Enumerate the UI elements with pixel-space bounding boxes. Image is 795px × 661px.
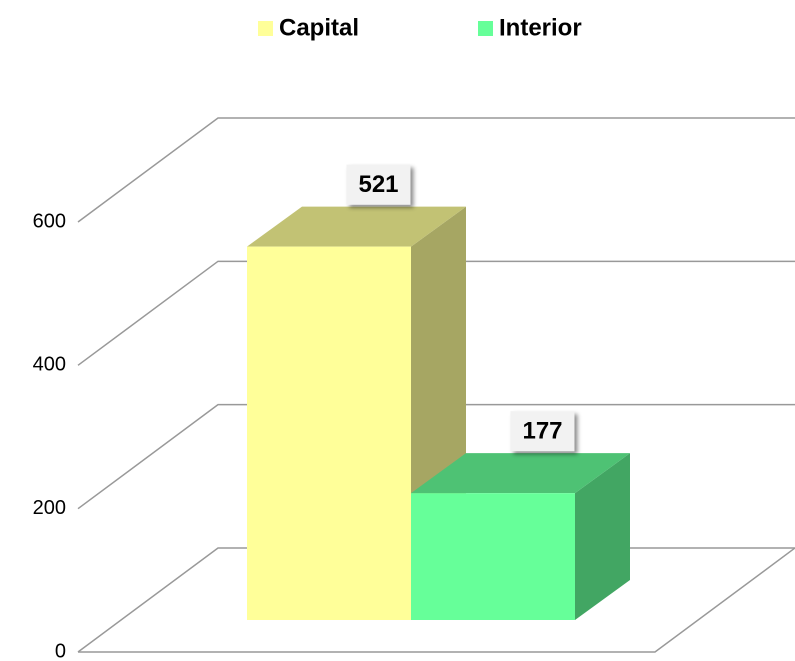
floor (78, 547, 795, 653)
y-tick-label: 400 (33, 354, 66, 376)
bar-side (575, 453, 630, 620)
value-label: 521 (358, 171, 398, 198)
bar-front (411, 493, 575, 620)
y-tick-label: 600 (33, 210, 66, 232)
value-label: 177 (522, 417, 562, 444)
value-label-box (346, 164, 411, 205)
value-label-box (510, 411, 575, 452)
bar-front (247, 246, 411, 620)
legend-swatch (258, 21, 273, 36)
y-tick-label: 200 (33, 497, 66, 519)
bar-top (411, 453, 630, 494)
legend-label: Interior (499, 14, 582, 41)
grid-line (77, 117, 795, 223)
bar-top (247, 206, 466, 247)
grid-line (77, 403, 795, 510)
legend-swatch (478, 21, 493, 36)
legend-label: Capital (279, 14, 359, 41)
y-tick-label: 0 (55, 640, 66, 661)
bar (411, 453, 630, 620)
grid-line (77, 260, 795, 366)
